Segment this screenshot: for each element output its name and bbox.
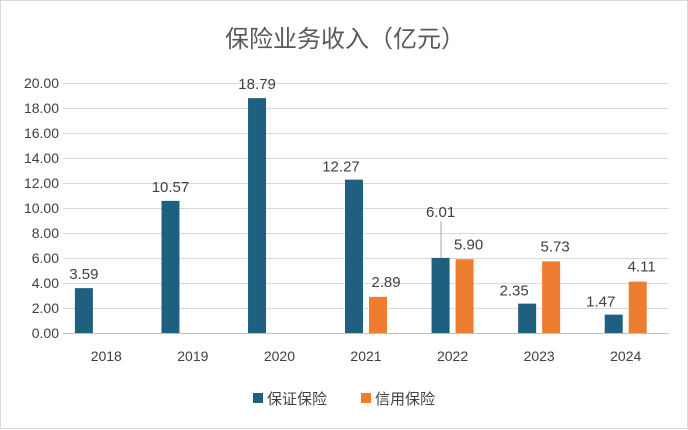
data-label: 6.01 [426, 204, 455, 221]
bar-guarantee-2021 [345, 179, 363, 333]
bar-guarantee-2023 [518, 303, 537, 333]
x-tick-label: 2019 [177, 348, 208, 364]
y-tick-label: 0.00 [32, 325, 59, 341]
bar-credit-2023 [542, 261, 561, 333]
bar-guarantee-2020 [248, 98, 267, 333]
data-label: 2.89 [371, 274, 400, 291]
gridlines [63, 83, 669, 334]
bar-guarantee-2024 [604, 314, 623, 333]
bars [74, 98, 647, 333]
x-tick-label: 2024 [610, 348, 641, 364]
y-tick-label: 10.00 [24, 200, 59, 216]
y-tick-label: 2.00 [32, 300, 59, 316]
data-label: 10.57 [152, 179, 190, 196]
bar-credit-2022 [455, 259, 474, 333]
data-label: 5.73 [541, 238, 570, 255]
legend: 保证保险 信用保险 [253, 390, 435, 408]
x-tick-label: 2018 [91, 348, 122, 364]
bar-credit-2021 [369, 296, 387, 333]
x-tick-label: 2020 [264, 348, 295, 364]
data-labels: 3.59 10.57 18.79 12.27 2.89 6.01 5.90 2.35 5.73 1… [69, 76, 655, 311]
legend-swatch [361, 393, 371, 403]
legend-label: 信用保险 [375, 390, 435, 408]
data-label: 4.11 [628, 259, 656, 276]
bar-guarantee-2022 [431, 257, 450, 333]
data-label: 5.90 [454, 236, 483, 253]
y-tick-label: 4.00 [32, 275, 59, 291]
data-label: 3.59 [69, 266, 98, 283]
bar-guarantee-2019 [161, 200, 180, 333]
y-tick-label: 6.00 [32, 250, 59, 266]
y-axis-ticks: 0.00 2.00 4.00 6.00 8.00 10.00 12.00 14.00 16.00… [24, 75, 59, 341]
data-label: 12.27 [322, 159, 360, 176]
x-axis-ticks: 2018 2019 2020 2021 2022 2023 2024 [91, 348, 642, 364]
legend-label: 保证保险 [267, 390, 327, 408]
x-tick-label: 2022 [437, 348, 468, 364]
data-label: 2.35 [500, 283, 529, 300]
y-tick-label: 18.00 [24, 100, 59, 116]
y-tick-label: 20.00 [24, 75, 59, 91]
bar-guarantee-2018 [74, 288, 93, 333]
data-label: 1.47 [586, 294, 615, 311]
data-label: 18.79 [238, 76, 276, 93]
x-tick-label: 2021 [350, 348, 381, 364]
bar-credit-2024 [628, 281, 647, 333]
legend-swatch [253, 393, 263, 403]
y-tick-label: 8.00 [32, 225, 59, 241]
x-tick-label: 2023 [524, 348, 555, 364]
y-tick-label: 16.00 [24, 125, 59, 141]
y-tick-label: 12.00 [24, 175, 59, 191]
y-tick-label: 14.00 [24, 150, 59, 166]
chart-title: 保险业务收入（亿元） [225, 25, 465, 53]
